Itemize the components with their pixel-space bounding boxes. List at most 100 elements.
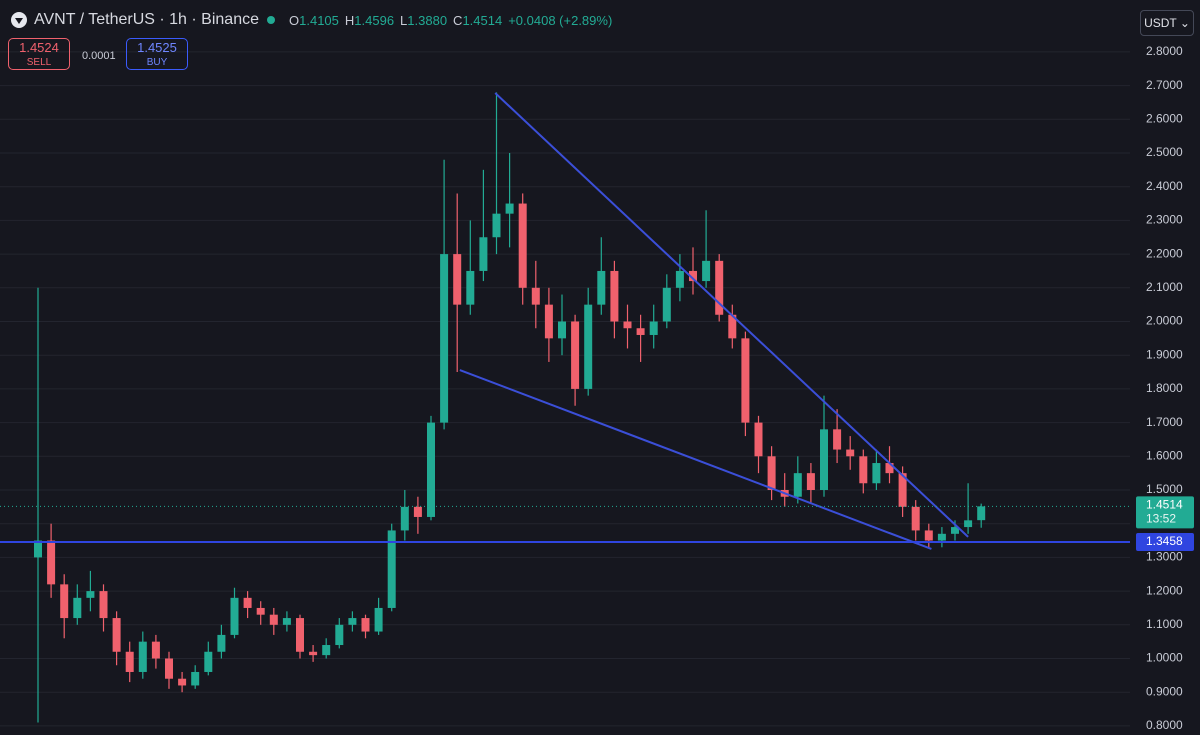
candle (846, 436, 855, 470)
candle (466, 220, 475, 315)
candle-body (544, 304, 553, 339)
candle-body (649, 321, 658, 335)
candle (675, 254, 684, 302)
y-tick-label: 2.2000 (1146, 246, 1183, 260)
candle (479, 169, 488, 282)
y-tick-label: 1.9000 (1146, 347, 1183, 361)
candle-body (597, 270, 606, 305)
candle-body (964, 520, 973, 528)
candle (335, 618, 344, 649)
candle (204, 641, 213, 676)
candle-body (440, 254, 449, 423)
y-tick-label: 2.5000 (1146, 145, 1183, 159)
candle (125, 641, 134, 683)
candle (217, 624, 226, 659)
candle (505, 152, 514, 248)
candle (165, 651, 173, 689)
candle-body (361, 618, 370, 632)
candle (649, 304, 658, 349)
candle (269, 607, 278, 635)
candle (361, 614, 370, 639)
candle-body (924, 530, 933, 541)
candle (400, 490, 409, 541)
candle-body (112, 618, 121, 652)
candle (767, 446, 776, 501)
candle-body (610, 270, 619, 322)
candle (741, 331, 750, 437)
ohlc-value: 1.4105 (299, 12, 339, 28)
candle (558, 294, 566, 356)
candle (86, 570, 95, 612)
ohlc-key: C (453, 12, 463, 28)
sell-price: 1.4524 (19, 40, 59, 55)
candle (924, 523, 933, 548)
level-label: 1.3458 (1146, 534, 1183, 548)
candle-body (846, 449, 855, 457)
candle-body (86, 591, 95, 598)
candle-body (427, 422, 435, 517)
sell-button[interactable]: 1.4524 SELL (8, 38, 70, 70)
ohlc-value: 1.3880 (407, 12, 448, 28)
last-price-bg (1136, 496, 1194, 529)
candle-body (689, 270, 697, 282)
candle (754, 415, 763, 474)
candle-body (702, 260, 711, 282)
currency-select[interactable]: USDT ⌄ (1140, 10, 1194, 36)
candle-body (47, 540, 56, 585)
candle (34, 287, 42, 723)
y-tick-label: 2.6000 (1146, 111, 1183, 125)
buy-price: 1.4525 (137, 40, 177, 55)
y-tick-label: 2.7000 (1146, 78, 1183, 92)
y-tick-label: 2.8000 (1146, 44, 1183, 58)
candle (702, 210, 711, 288)
candle-body (675, 270, 684, 288)
candle-body (322, 645, 331, 656)
candle-body (741, 338, 750, 423)
candle (597, 237, 606, 315)
candle (636, 314, 645, 362)
countdown: 13:52 (1146, 512, 1176, 526)
candle (387, 523, 396, 612)
candle-body (34, 540, 42, 558)
candle (282, 611, 291, 632)
candle-body (859, 456, 868, 484)
candle (531, 260, 540, 329)
symbol-title: AVNT / TetherUS · 1h · Binance (34, 11, 259, 28)
candle (571, 314, 580, 406)
candle-body (977, 506, 986, 521)
candle-body (767, 456, 776, 490)
candle (191, 665, 200, 689)
candle-body (623, 321, 632, 329)
y-tick-label: 2.3000 (1146, 213, 1183, 227)
candle-body (453, 254, 462, 305)
y-tick-label: 1.8000 (1146, 381, 1183, 395)
candle-body (230, 597, 239, 635)
candle (138, 631, 147, 679)
logo (11, 12, 27, 28)
buy-button[interactable]: 1.4525 BUY (126, 38, 188, 70)
candle-body (571, 321, 580, 389)
candle (610, 260, 619, 339)
candle-body (518, 203, 527, 288)
candle (112, 611, 121, 666)
y-tick-label: 1.1000 (1146, 617, 1183, 631)
candle (374, 597, 383, 635)
candle-body (885, 463, 894, 474)
candle-body (951, 527, 959, 534)
candle-body (178, 678, 187, 686)
candle-body (413, 506, 422, 517)
candle (73, 584, 82, 625)
candle-body (754, 422, 763, 457)
candle (256, 601, 265, 625)
candle (623, 304, 632, 349)
candle-body (138, 641, 147, 672)
candle-body (937, 533, 946, 541)
candle-body (505, 203, 514, 214)
candle (296, 614, 304, 659)
candle (230, 587, 239, 639)
ohlc-key: L (400, 12, 408, 28)
spread: 0.0001 (82, 50, 116, 62)
candle-body (715, 260, 724, 315)
candle-body (204, 651, 213, 672)
currency: USDT (1144, 16, 1177, 30)
